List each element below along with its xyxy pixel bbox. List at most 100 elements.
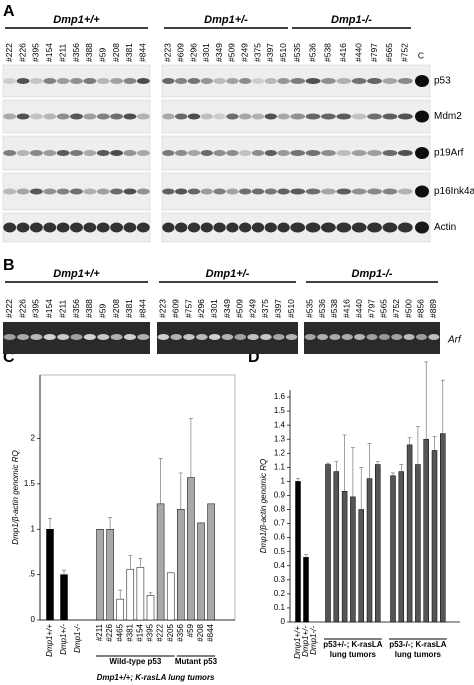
- gel-band: [83, 334, 96, 340]
- error-bar: [296, 478, 300, 482]
- blot-band: [96, 188, 110, 195]
- blot-band: [290, 188, 306, 195]
- blot-band: [251, 222, 265, 233]
- sample-label: #381: [124, 299, 134, 318]
- blot-band: [187, 78, 201, 84]
- blot-band: [264, 222, 277, 233]
- blot-band: [162, 188, 175, 195]
- blot-band: [110, 222, 124, 233]
- blot-band: [305, 150, 321, 156]
- blot-band: [290, 222, 306, 233]
- blot-band: [239, 222, 252, 233]
- error-bar: [158, 458, 163, 504]
- gel-band: [183, 334, 195, 340]
- sample-label: #222: [4, 299, 14, 318]
- y-tick-label: 2: [31, 434, 36, 443]
- bar: [197, 522, 205, 621]
- y-tick-label: 1.2: [274, 448, 286, 457]
- blot-band: [351, 150, 367, 156]
- blot-band: [290, 113, 306, 120]
- gel-band: [247, 334, 259, 340]
- gel-band: [354, 334, 366, 340]
- error-bar: [415, 426, 420, 465]
- blot-band: [397, 222, 413, 233]
- blot-band: [367, 222, 382, 233]
- blot-band: [321, 222, 336, 233]
- bar: [333, 471, 340, 623]
- blot-band: [213, 113, 226, 120]
- gel-band: [97, 334, 110, 340]
- gel-band: [304, 334, 316, 340]
- blot-band: [43, 113, 57, 120]
- error-bar: [48, 518, 52, 530]
- sample-label: #223: [158, 299, 168, 318]
- blot-band: [397, 150, 413, 156]
- blot-band: [110, 113, 124, 120]
- sample-label: #797: [369, 43, 379, 62]
- group-label: lung tumors: [330, 650, 377, 659]
- bar: [358, 509, 364, 623]
- sample-label: #440: [354, 299, 364, 318]
- bar: [46, 529, 54, 621]
- blot-band: [187, 222, 201, 233]
- blot-band: [415, 75, 429, 87]
- sample-label: #223: [163, 43, 173, 62]
- blot-band: [83, 150, 97, 156]
- row-label: p19Arf: [434, 148, 464, 159]
- sample-label: #356: [71, 299, 81, 318]
- gel-band: [273, 334, 285, 340]
- gel-band: [428, 334, 440, 340]
- y-tick-label: 0.2: [274, 589, 286, 598]
- group-label: lung tumors: [395, 650, 442, 659]
- blot-band: [351, 78, 367, 84]
- blot-band: [264, 150, 277, 156]
- bar: [423, 438, 429, 623]
- blot-band: [123, 78, 137, 84]
- sample-label: #535: [304, 299, 314, 318]
- blot-band: [43, 222, 57, 233]
- blot-band: [382, 222, 398, 233]
- x-tick-label: #226: [105, 623, 114, 641]
- blot-band: [136, 113, 150, 120]
- blot-band: [70, 150, 83, 156]
- sample-label: #222: [4, 43, 14, 62]
- bar: [440, 433, 446, 623]
- bar: [366, 478, 373, 623]
- sample-label: #609: [170, 299, 180, 318]
- sample-label: #296: [196, 299, 206, 318]
- row-label: Actin: [434, 222, 456, 233]
- blot-band: [136, 150, 150, 156]
- blot-band: [187, 113, 201, 120]
- row-label: Mdm2: [434, 111, 462, 122]
- y-tick-label: 1.5: [24, 479, 36, 488]
- blot-band: [3, 188, 17, 195]
- error-bar: [334, 461, 339, 472]
- sample-label: #536: [307, 43, 317, 62]
- y-tick-label: 1: [281, 477, 286, 486]
- blot-band: [336, 222, 352, 233]
- blot-band: [56, 222, 70, 233]
- sample-label: #356: [71, 43, 81, 62]
- bar: [177, 509, 185, 621]
- blot-band: [29, 150, 43, 156]
- gel-band: [170, 334, 182, 340]
- sample-label: #509: [235, 299, 245, 318]
- x-tick-label: Dmp1+/-: [301, 626, 310, 657]
- y-tick-label: 0.7: [274, 519, 286, 528]
- sample-label: #211: [57, 299, 67, 318]
- blot-band: [70, 78, 83, 84]
- blot-band: [123, 113, 137, 120]
- blot-band: [367, 188, 382, 195]
- sample-label: #509: [227, 43, 237, 62]
- sample-label: #249: [239, 43, 249, 62]
- blot-band: [382, 113, 398, 120]
- blot-band: [351, 222, 367, 233]
- gel-band: [17, 334, 30, 340]
- blot-band: [367, 150, 382, 156]
- sample-label: #844: [138, 299, 148, 318]
- blot-band: [16, 222, 30, 233]
- blot-band: [175, 78, 188, 84]
- blot-band: [213, 78, 226, 84]
- sample-label: #510: [278, 43, 288, 62]
- blot-band: [162, 150, 175, 156]
